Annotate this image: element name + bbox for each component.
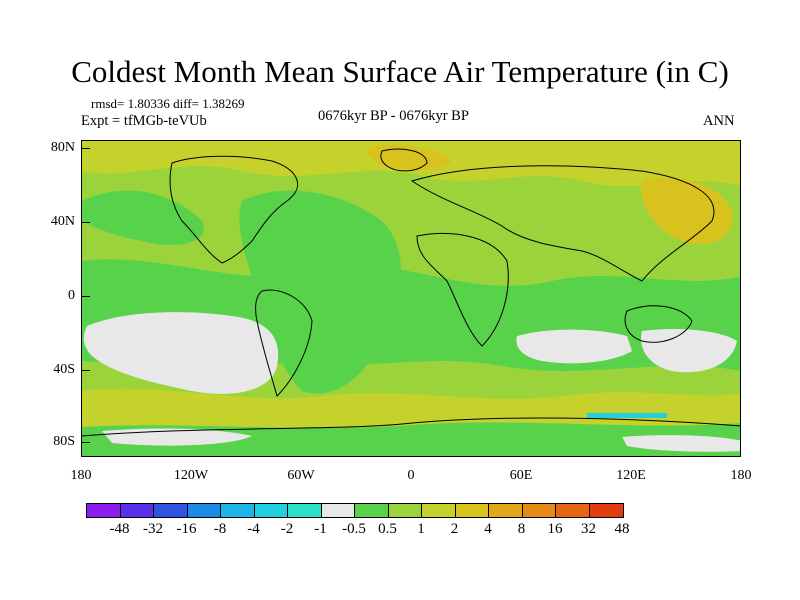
lon-label-180w: 180 xyxy=(70,468,92,483)
greenland-coast xyxy=(380,148,428,172)
weddell-gray-region xyxy=(622,435,740,452)
lat-tick-0 xyxy=(81,296,90,297)
greenland-orange-zone xyxy=(367,144,452,170)
lat-label-80n: 80N xyxy=(50,140,75,155)
colorbar-box xyxy=(221,504,255,517)
lon-label-120e: 120E xyxy=(616,468,646,483)
colorbar-label: 8 xyxy=(517,521,526,537)
colorbar-box xyxy=(589,504,623,517)
lat-tick-80s xyxy=(81,442,90,443)
colorbar-box xyxy=(489,504,523,517)
antarctica-coast xyxy=(82,417,740,437)
indian-ocean-gray-region xyxy=(516,329,632,364)
australia-coast xyxy=(624,305,693,343)
atlantic-green-zone xyxy=(239,190,401,394)
colorbar-box xyxy=(355,504,389,517)
colorbar-box xyxy=(422,504,456,517)
colorbar-label: 2 xyxy=(450,521,459,537)
colorbar-label: 1 xyxy=(417,521,425,537)
lat-label-80s: 80S xyxy=(53,434,75,449)
lat-tick-40n xyxy=(81,222,90,223)
colorbar-label: -32 xyxy=(143,521,163,537)
colorbar xyxy=(86,503,624,518)
colorbar-box xyxy=(120,504,154,517)
colorbar-box xyxy=(87,504,121,517)
colorbar-box xyxy=(522,504,556,517)
colorbar-box xyxy=(556,504,590,517)
antarctic-green-band xyxy=(82,422,740,456)
colorbar-box xyxy=(455,504,489,517)
colorbar-label: 0.5 xyxy=(378,521,397,537)
antarctic-cyan-patch xyxy=(587,413,667,418)
lon-label-60w: 60W xyxy=(287,468,315,483)
coastlines xyxy=(82,148,740,437)
season-label: ANN xyxy=(703,113,735,129)
australia-south-gray-region xyxy=(641,329,737,373)
colorbar-label: -8 xyxy=(213,521,227,537)
lon-label-0: 0 xyxy=(407,468,415,483)
lat-tick-40s xyxy=(81,370,90,371)
colorbar-box xyxy=(254,504,288,517)
colorbar-label: 4 xyxy=(484,521,492,537)
africa-coast xyxy=(416,232,509,347)
lon-label-180e: 180 xyxy=(730,468,752,483)
lon-label-60e: 60E xyxy=(509,468,533,483)
lon-label-120w: 120W xyxy=(173,468,209,483)
eurasia-coast xyxy=(410,165,715,282)
colorbar-box xyxy=(321,504,355,517)
colorbar-box xyxy=(154,504,188,517)
map-canvas xyxy=(82,141,740,456)
colorbar-box xyxy=(288,504,322,517)
colorbar-label: 48 xyxy=(614,521,630,537)
south-america-coast xyxy=(255,289,313,397)
north-america-coast xyxy=(169,155,299,264)
lat-label-40s: 40S xyxy=(53,362,75,377)
colorbar-label: -2 xyxy=(280,521,294,537)
colorbar-label: 32 xyxy=(581,521,596,537)
colorbar-label: -48 xyxy=(109,521,130,537)
colorbar-label: -16 xyxy=(176,521,197,537)
colorbar-box xyxy=(388,504,422,517)
colorbar-box xyxy=(187,504,221,517)
lat-label-40n: 40N xyxy=(50,214,75,229)
colorbar-label: -1 xyxy=(314,521,327,537)
south-pacific-gray-region xyxy=(83,312,279,394)
experiment-label: Expt = tfMGb-teVUb xyxy=(81,113,207,129)
colorbar-label: 16 xyxy=(547,521,563,537)
lat-label-0: 0 xyxy=(68,288,75,303)
colorbar-label: -0.5 xyxy=(342,521,366,537)
plot-title: Coldest Month Mean Surface Air Temperatu… xyxy=(71,54,729,89)
colorbar-label: -4 xyxy=(247,521,260,537)
temperature-map xyxy=(81,140,741,457)
period-label: 0676kyr BP - 0676kyr BP xyxy=(318,108,469,124)
siberia-orange-zone xyxy=(641,177,733,245)
lat-tick-80n xyxy=(81,148,90,149)
stats-text: rmsd= 1.80336 diff= 1.38269 xyxy=(91,96,245,111)
